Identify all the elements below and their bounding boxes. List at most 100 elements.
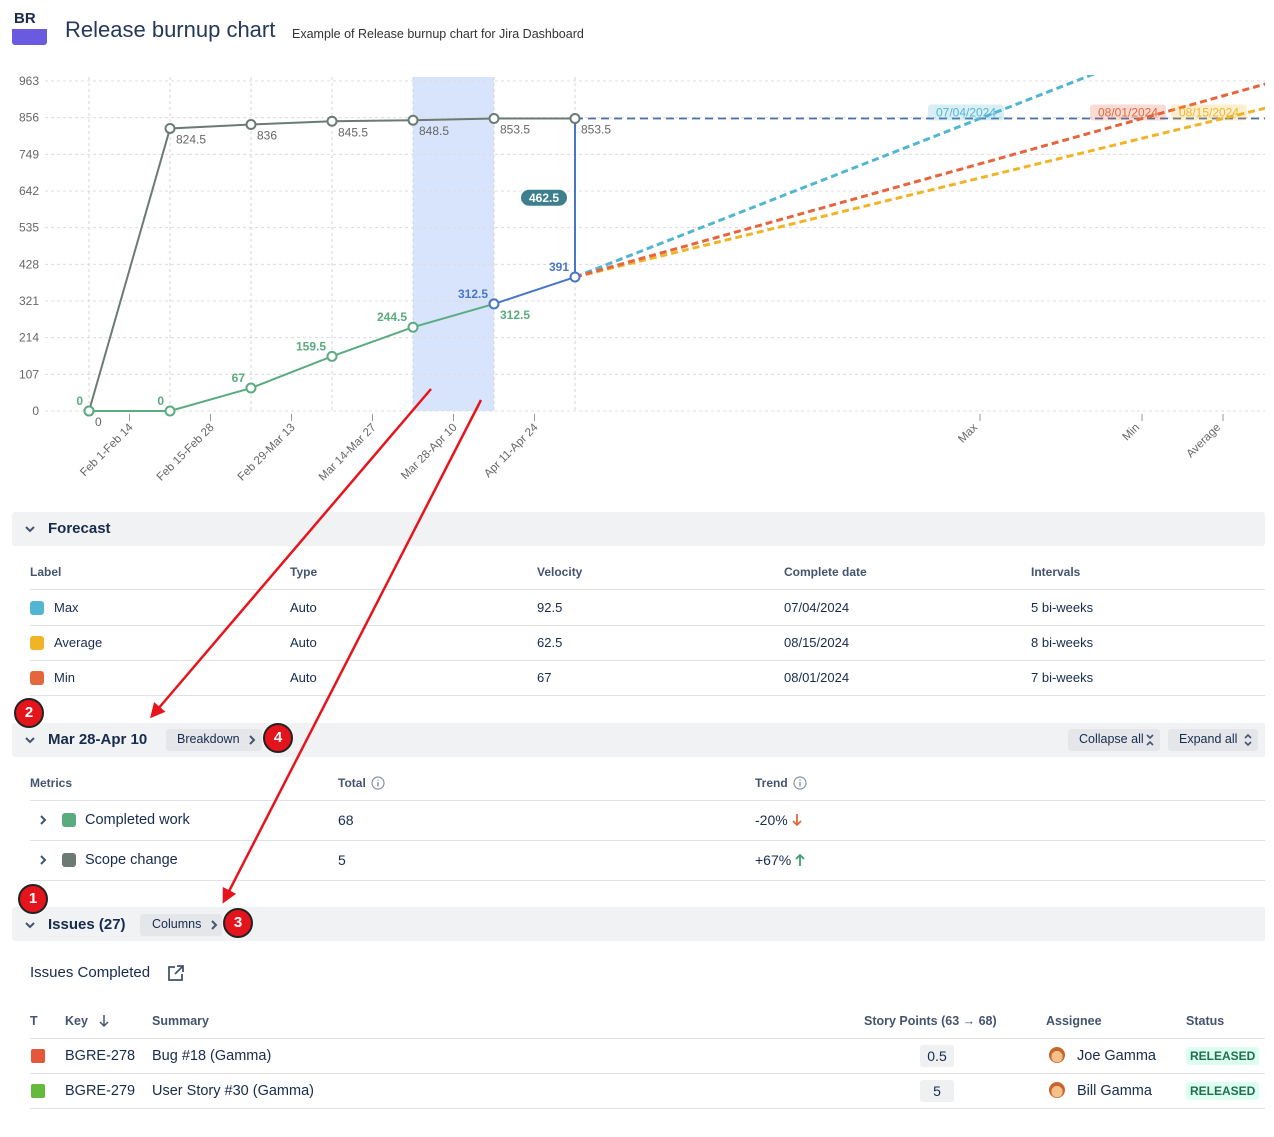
- text: Type: [290, 565, 318, 579]
- external-link-shape: [174, 965, 184, 975]
- row-divider: [30, 1073, 1265, 1074]
- point: [488, 113, 500, 125]
- x-tick-label: Apr 11-Apr 24: [482, 421, 541, 480]
- text: Average: [54, 635, 103, 650]
- value-label: 312.5: [458, 287, 488, 301]
- step-badge: 2: [14, 698, 44, 728]
- forecast-date: 08/15/2024: [1179, 106, 1239, 120]
- text: T: [30, 1014, 38, 1028]
- text: Bug #18 (Gamma): [152, 1048, 272, 1064]
- chevron[interactable]: [24, 919, 36, 931]
- series-line: [493, 276, 576, 305]
- status-badge: RELEASED: [1186, 1047, 1260, 1065]
- text: Assignee: [1046, 1014, 1102, 1028]
- point: [407, 321, 419, 333]
- value-label: 391: [549, 260, 569, 274]
- text: Issues (27): [48, 916, 126, 933]
- text: Scope change: [85, 852, 178, 868]
- text: Mar 28-Apr 10: [48, 731, 148, 748]
- chevron-shape: [25, 922, 35, 929]
- text: 67: [537, 670, 552, 685]
- trend-arrow: [795, 853, 805, 866]
- forecast-date: 07/04/2024: [936, 106, 996, 120]
- button[interactable]: Breakdown: [166, 729, 262, 751]
- value-label: 0: [76, 394, 83, 408]
- point: [83, 405, 95, 417]
- forecast-date: 08/01/2024: [1098, 106, 1158, 120]
- row-divider: [30, 800, 1265, 801]
- step-badge: 1: [18, 884, 48, 914]
- info-icon: [371, 776, 385, 790]
- title: Release burnup chart: [65, 17, 276, 42]
- row-divider: [30, 1108, 1265, 1109]
- y-tick-label: 642: [19, 184, 39, 198]
- forecast-date-bg: [1090, 104, 1166, 121]
- value-label: 159.5: [296, 339, 326, 353]
- text: +67%: [755, 852, 792, 868]
- point: [326, 115, 338, 127]
- point: [569, 271, 581, 283]
- text: Issues Completed: [30, 964, 151, 981]
- button-label: Breakdown: [177, 732, 240, 746]
- x-tick-label: Mar 14-Mar 27: [317, 422, 379, 484]
- issue-type-icon: [31, 1084, 45, 1098]
- x-tick-label: Feb 1-Feb 14: [78, 421, 136, 479]
- value-label: 824.5: [176, 132, 206, 146]
- section-bar: [12, 512, 1265, 546]
- text: Auto: [290, 670, 317, 685]
- text: Completed work: [85, 812, 190, 828]
- gap-pill: [521, 189, 567, 206]
- color-swatch: [62, 813, 76, 827]
- button[interactable]: Expand all: [1168, 729, 1258, 751]
- sort-icon[interactable]: [98, 1014, 110, 1028]
- value-label: 848.5: [419, 124, 449, 138]
- point: [245, 119, 257, 131]
- y-tick-label: 749: [19, 147, 39, 161]
- row-expander-shape: [40, 815, 47, 825]
- chevron[interactable]: [24, 734, 36, 746]
- text: 5 bi-weeks: [1031, 600, 1094, 615]
- x-tick-label: Feb 15-Feb 28: [155, 422, 217, 484]
- forecast-line: [574, 75, 1096, 279]
- forecast-line: [574, 106, 1265, 279]
- text: Label: [30, 565, 62, 579]
- button[interactable]: Columns: [140, 914, 222, 936]
- point: [488, 298, 500, 310]
- color-swatch: [30, 671, 44, 685]
- text: Complete date: [784, 565, 867, 579]
- sort-icon-shape: [99, 1015, 109, 1028]
- text: Forecast: [48, 520, 111, 537]
- point: [164, 122, 176, 134]
- text: 92.5: [537, 600, 563, 615]
- button-icon: [1146, 734, 1154, 746]
- button-icon: [1244, 734, 1252, 746]
- trend-arrow-shape: [792, 814, 802, 827]
- row-divider: [30, 695, 1265, 696]
- y-tick-label: 214: [19, 331, 39, 345]
- value-label: 312.5: [500, 308, 530, 322]
- avatar: [1049, 1082, 1065, 1098]
- color-swatch: [62, 853, 76, 867]
- point: [245, 382, 257, 394]
- points-pill: 5: [920, 1080, 954, 1102]
- value-label: 845.5: [338, 125, 368, 139]
- value-label: 0: [157, 394, 164, 408]
- external-link[interactable]: [166, 963, 186, 983]
- chevron[interactable]: [24, 523, 36, 535]
- logo: BR: [12, 9, 47, 45]
- text: -20%: [755, 812, 788, 828]
- row-divider: [30, 625, 1265, 626]
- y-tick-label: 428: [19, 257, 39, 271]
- button-icon-shape: [1146, 734, 1154, 746]
- text: Auto: [290, 600, 317, 615]
- forecast-tick-label: Max: [956, 421, 980, 445]
- row-expander[interactable]: [37, 854, 49, 866]
- text: Story Points (63 → 68): [864, 1014, 997, 1028]
- text: Status: [1186, 1014, 1225, 1028]
- text: 8 bi-weeks: [1031, 635, 1094, 650]
- row-divider: [30, 589, 1265, 590]
- button[interactable]: Collapse all: [1068, 729, 1160, 751]
- row-expander[interactable]: [37, 814, 49, 826]
- row-divider: [30, 660, 1265, 661]
- y-tick-label: 107: [19, 367, 39, 381]
